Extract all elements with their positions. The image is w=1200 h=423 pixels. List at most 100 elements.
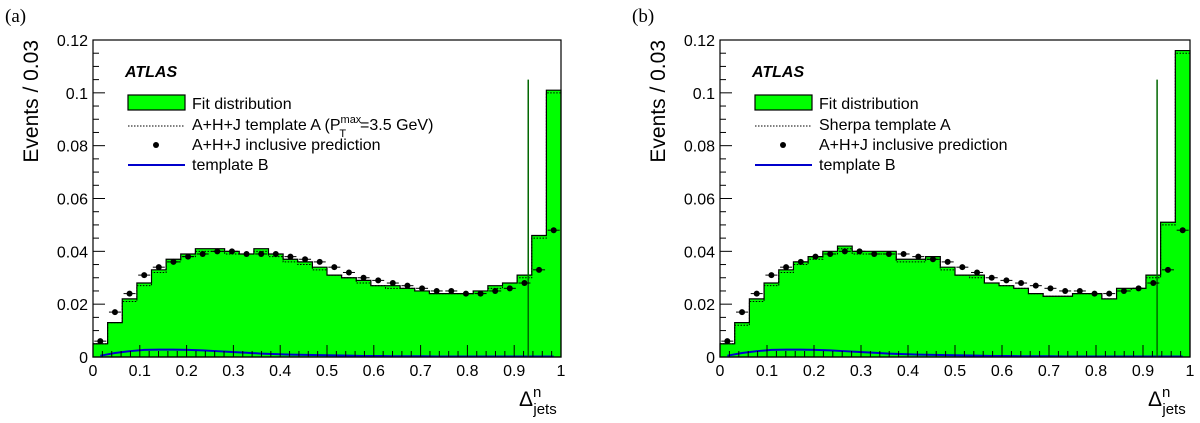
x-tick-label: 0 <box>89 363 98 380</box>
prediction-point <box>739 309 746 316</box>
legend-template-a-label: A+H+J template A (Pmax T =3.5 GeV) <box>192 114 433 140</box>
x-tick-label: 0.3 <box>222 363 244 380</box>
prediction-point <box>1135 285 1142 292</box>
x-tick-label: 0.9 <box>1132 363 1154 380</box>
legend-fit-swatch <box>754 94 813 111</box>
legend-fit-swatch <box>127 94 186 111</box>
prediction-point <box>360 274 367 281</box>
prediction-point <box>404 282 411 289</box>
x-tick-label: 0.4 <box>897 363 919 380</box>
prediction-point <box>199 250 206 257</box>
prediction-point <box>462 290 469 297</box>
prediction-point <box>1164 266 1171 273</box>
prediction-point <box>228 248 235 255</box>
x-tick-label: 0.2 <box>175 363 197 380</box>
y-tick-label: 0.12 <box>684 33 715 50</box>
y-tick-label: 0 <box>706 350 715 367</box>
prediction-point <box>797 258 804 265</box>
prediction-point <box>1047 285 1054 292</box>
x-axis-label-base: Δ <box>1148 388 1162 411</box>
x-tick-label: 0.5 <box>316 363 338 380</box>
x-tick-label: 0.3 <box>850 363 872 380</box>
x-tick-label: 0.2 <box>803 363 825 380</box>
prediction-point <box>316 258 323 265</box>
y-tick-label: 0.02 <box>684 297 715 314</box>
x-tick-label: 0.1 <box>756 363 778 380</box>
x-axis-label-sup: n <box>1162 384 1170 401</box>
prediction-point <box>1018 280 1025 287</box>
prediction-point <box>1062 287 1069 294</box>
template-a-line <box>720 52 1190 345</box>
prediction-point <box>477 290 484 297</box>
prediction-point <box>1179 227 1186 234</box>
prediction-point <box>1091 290 1098 297</box>
prediction-point <box>521 280 528 287</box>
y-tick-label: 0.06 <box>57 192 88 209</box>
prediction-point <box>856 248 863 255</box>
prediction-point <box>1076 287 1083 294</box>
prediction-point <box>768 272 775 279</box>
prediction-point <box>258 250 265 257</box>
y-tick-label: 0.02 <box>57 297 88 314</box>
legend-template-a-label: Sherpa template A <box>819 117 951 134</box>
x-tick-label: 0.5 <box>944 363 966 380</box>
prediction-point <box>345 269 352 276</box>
y-tick-label: 0.12 <box>57 33 88 50</box>
x-axis-label-base: Δ <box>519 388 533 411</box>
prediction-point <box>97 338 104 345</box>
prediction-point <box>900 250 907 257</box>
prediction-point <box>141 272 148 279</box>
prediction-point <box>287 253 294 260</box>
prediction-point <box>827 250 834 257</box>
y-tick-label: 0.1 <box>693 86 715 103</box>
prediction-point <box>126 290 133 297</box>
prediction-point <box>988 274 995 281</box>
legend-template-a-text: A+H+J template A (P <box>192 117 341 134</box>
x-axis-label-sup: n <box>533 384 541 401</box>
prediction-point <box>331 264 338 271</box>
prediction-point <box>433 287 440 294</box>
y-tick-label: 0.04 <box>684 244 715 261</box>
legend-template-b-label: template B <box>819 157 895 174</box>
legend-points-swatch <box>780 142 786 148</box>
legend-points-swatch <box>153 142 159 148</box>
prediction-point <box>185 253 192 260</box>
prediction-point <box>1032 282 1039 289</box>
x-tick-label: 0.7 <box>1038 363 1060 380</box>
prediction-point <box>214 248 221 255</box>
prediction-point <box>783 264 790 271</box>
prediction-point <box>1003 277 1010 284</box>
chart-panel-b: (b) 0 0.1 0.2 0.3 0.4 0.5 0.6 0.7 0.8 0.9 1 0 0.02 0.0… <box>632 6 1195 418</box>
prediction-point <box>448 287 455 294</box>
x-tick-label: 0.6 <box>991 363 1013 380</box>
prediction-point <box>419 285 426 292</box>
x-tick-label: 0.8 <box>1085 363 1107 380</box>
prediction-point <box>885 250 892 257</box>
x-tick-label: 0.8 <box>456 363 478 380</box>
panel-label: (a) <box>5 6 26 27</box>
prediction-point <box>871 250 878 257</box>
legend-fit-label: Fit distribution <box>192 96 292 113</box>
legend-template-a-text: Sherpa template A <box>819 117 951 134</box>
prediction-point <box>111 309 118 316</box>
x-tick-label: 0.6 <box>363 363 385 380</box>
prediction-point <box>841 248 848 255</box>
prediction-point <box>536 266 543 273</box>
x-axis-label: Δn jets <box>519 384 557 418</box>
x-axis-label: Δn jets <box>1148 384 1186 418</box>
prediction-point <box>506 285 513 292</box>
prediction-point <box>944 258 951 265</box>
y-tick-label: 0.1 <box>66 86 88 103</box>
y-tick-label: 0 <box>79 350 88 367</box>
legend-template-a-sup: max <box>341 114 362 126</box>
y-tick-label: 0.08 <box>57 139 88 156</box>
prediction-point <box>929 256 936 263</box>
atlas-label: ATLAS <box>124 64 177 81</box>
prediction-point <box>155 264 162 271</box>
x-tick-label: 1 <box>557 363 566 380</box>
prediction-point <box>915 253 922 260</box>
x-tick-label: 1 <box>1186 363 1195 380</box>
x-axis-label-sub: jets <box>532 401 556 418</box>
legend-template-b-label: template B <box>192 157 268 174</box>
